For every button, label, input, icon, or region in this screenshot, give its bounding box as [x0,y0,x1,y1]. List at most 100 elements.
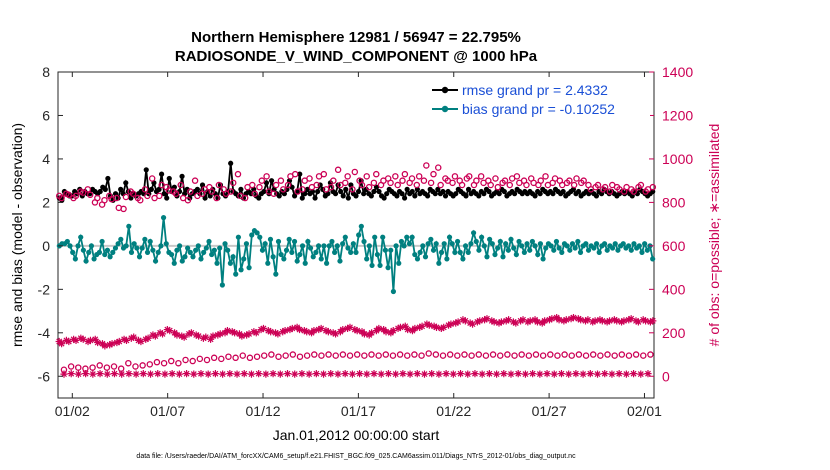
bias-point [489,241,495,247]
bias-point [409,234,415,240]
bias-point [412,251,418,258]
bias-point [147,238,153,245]
bias-point [364,256,370,262]
bias-point [270,254,276,260]
rmse-point [143,167,149,173]
legend-bias-label: bias grand pr = -0.10252 [462,101,615,117]
obs-assimilated-point [295,325,304,334]
obs-possible-point [215,181,223,189]
obs-assimilated-point [346,323,354,331]
rmse-point [338,188,344,195]
obs-assimilated-point [108,340,116,348]
bias-point [428,236,434,242]
obs-possible-point [513,173,521,180]
obs-assimilated-point [110,370,119,378]
rmse-point [158,171,165,177]
rmse-point [263,180,270,186]
bias-point [390,288,397,295]
bias-point [313,249,319,255]
bias-point [532,243,538,249]
obs-assimilated-point [197,370,205,378]
obs-assimilated-point [562,316,570,324]
obs-assimilated-point [413,370,421,378]
bias-point [441,241,447,247]
obs-possible-point [468,352,475,359]
bias-point [505,247,511,253]
obs-possible-point [344,173,351,180]
obs-assimilated-point [211,370,220,378]
obs-possible-point [229,179,237,187]
bias-point [310,254,316,260]
obs-possible-point [234,170,242,178]
obs-possible-point [289,351,297,358]
obs-assimilated-point [505,316,513,324]
bias-point [211,247,217,253]
rmse-point [402,195,408,201]
obs-assimilated-point [617,318,626,326]
obs-assimilated-point [127,334,135,342]
obs-possible-point [94,194,101,202]
bias-point [350,241,356,247]
obs-possible-point [67,363,75,370]
obs-assimilated-point [476,317,484,325]
rmse-point [486,188,492,195]
obs-assimilated-point [185,330,193,338]
rmse-point [361,191,367,197]
obs-possible-point [361,352,368,359]
obs-assimilated-point [113,338,121,347]
y-left-tick-label: 4 [42,151,50,167]
obs-assimilated-point [430,322,438,330]
bias-point [155,249,161,255]
bias-point [171,260,177,266]
obs-assimilated-point [120,335,128,343]
obs-possible-point [506,181,514,189]
rmse-point [164,195,170,201]
bias-point [559,249,565,255]
rmse-point [465,186,472,192]
rmse-point [240,195,247,201]
obs-assimilated-point [74,370,83,378]
x-tick-label: 01/22 [436,403,471,419]
obs-possible-point [136,196,144,204]
obs-assimilated-point [404,325,412,334]
plot-area [57,71,655,399]
obs-possible-point [368,351,375,358]
bias-point [265,260,271,266]
obs-assimilated-point [418,322,426,330]
obs-assimilated-point [613,317,621,325]
obs-possible-point [275,353,282,360]
obs-possible-point [225,353,232,360]
obs-assimilated-point [298,370,306,378]
obs-assimilated-point [240,370,248,378]
rmse-point [256,195,262,201]
rmse-point [453,191,459,197]
bias-point [628,247,634,253]
obs-possible-point [191,177,199,184]
bias-point [139,245,145,251]
obs-assimilated-point [480,316,489,324]
obs-possible-point [146,361,154,368]
obs-assimilated-point [60,370,68,378]
obs-possible-point [144,192,151,200]
rmse-point [435,186,441,192]
obs-assimilated-point [468,320,477,328]
bias-point [468,241,474,247]
rmse-point [304,186,310,192]
bias-point [235,234,242,240]
obs-assimilated-point [473,318,481,326]
bias-point [644,247,650,253]
obs-assimilated-point [271,329,280,337]
bias-point [642,241,648,247]
bias-point [460,256,466,262]
obs-possible-point [89,364,96,371]
obs-assimilated-point [276,370,284,378]
obs-possible-point [256,183,263,191]
obs-possible-point [454,352,461,359]
obs-assimilated-point [214,331,222,339]
obs-possible-point [537,177,545,184]
obs-assimilated-point [216,330,224,338]
bias-point [577,249,584,255]
obs-assimilated-point [589,318,597,326]
obs-possible-point [389,352,397,359]
bias-point [492,251,498,258]
